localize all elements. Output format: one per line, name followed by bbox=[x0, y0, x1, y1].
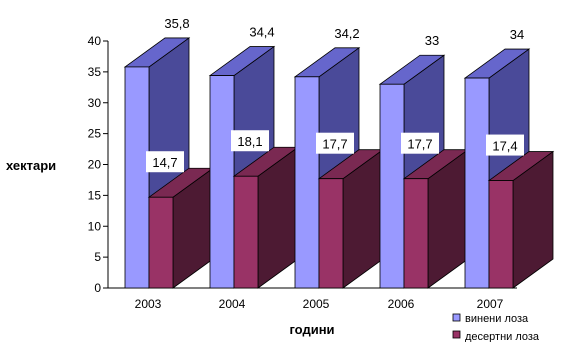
bar-front bbox=[379, 83, 405, 289]
y-tick-label: 5 bbox=[94, 250, 101, 264]
y-tick-label: 10 bbox=[88, 219, 102, 233]
x-axis-title: години bbox=[289, 322, 334, 337]
legend-label-series-1: винени лоза bbox=[465, 313, 529, 325]
y-tick-label: 35 bbox=[88, 65, 102, 79]
bar-front bbox=[148, 196, 174, 289]
x-tick-label: 2007 bbox=[477, 297, 504, 311]
data-label-series-1: 34,4 bbox=[249, 25, 274, 40]
data-label-series-1: 34,2 bbox=[334, 26, 359, 41]
bar-front bbox=[488, 180, 514, 289]
data-label-series-1: 33 bbox=[425, 33, 439, 48]
bar-front bbox=[233, 175, 259, 289]
legend-swatch-series-1 bbox=[452, 313, 461, 322]
bar bbox=[317, 148, 385, 289]
x-tick-label: 2003 bbox=[135, 297, 162, 311]
bar-front bbox=[294, 76, 320, 289]
y-tick-label: 15 bbox=[88, 188, 102, 202]
data-labels: 35,8 14,7 34,4 18,1 34,2 17,7 33 17,7 34 17,4 bbox=[146, 16, 524, 173]
data-label-box bbox=[316, 132, 354, 154]
data-label-series-1: 34 bbox=[510, 27, 524, 42]
data-label-box bbox=[231, 130, 269, 152]
bar bbox=[402, 148, 470, 289]
bar bbox=[487, 150, 555, 289]
bar-front bbox=[403, 178, 429, 289]
bar-front bbox=[318, 178, 344, 289]
data-label-series-2: 17,7 bbox=[407, 137, 432, 152]
y-tick-label: 0 bbox=[94, 281, 101, 295]
data-label-series-2: 18,1 bbox=[237, 134, 262, 149]
y-tick-label: 25 bbox=[88, 127, 102, 141]
data-label-series-2: 17,7 bbox=[322, 137, 347, 152]
data-label-series-2: 14,7 bbox=[152, 155, 177, 170]
bar bbox=[232, 146, 300, 289]
bar-front bbox=[209, 75, 235, 289]
bars bbox=[123, 37, 555, 289]
data-label-box bbox=[401, 132, 439, 154]
data-label-box bbox=[486, 134, 524, 156]
x-tick-label: 2006 bbox=[388, 297, 415, 311]
bar-front bbox=[464, 77, 490, 289]
data-label-series-1: 35,8 bbox=[164, 16, 189, 31]
data-label-series-2: 17,4 bbox=[492, 139, 517, 154]
y-tick-label: 40 bbox=[88, 34, 102, 48]
legend: винени лоза десертни лоза bbox=[452, 313, 540, 342]
x-tick-label: 2004 bbox=[219, 297, 246, 311]
y-tick-label: 30 bbox=[88, 96, 102, 110]
legend-label-series-2: десертни лоза bbox=[465, 331, 540, 342]
bar-front bbox=[124, 66, 150, 289]
x-tick-label: 2005 bbox=[303, 297, 330, 311]
data-label-box bbox=[146, 151, 184, 173]
y-tick-label: 20 bbox=[88, 158, 102, 172]
y-axis-title: хектари bbox=[6, 158, 56, 173]
legend-swatch-series-2 bbox=[452, 330, 461, 339]
